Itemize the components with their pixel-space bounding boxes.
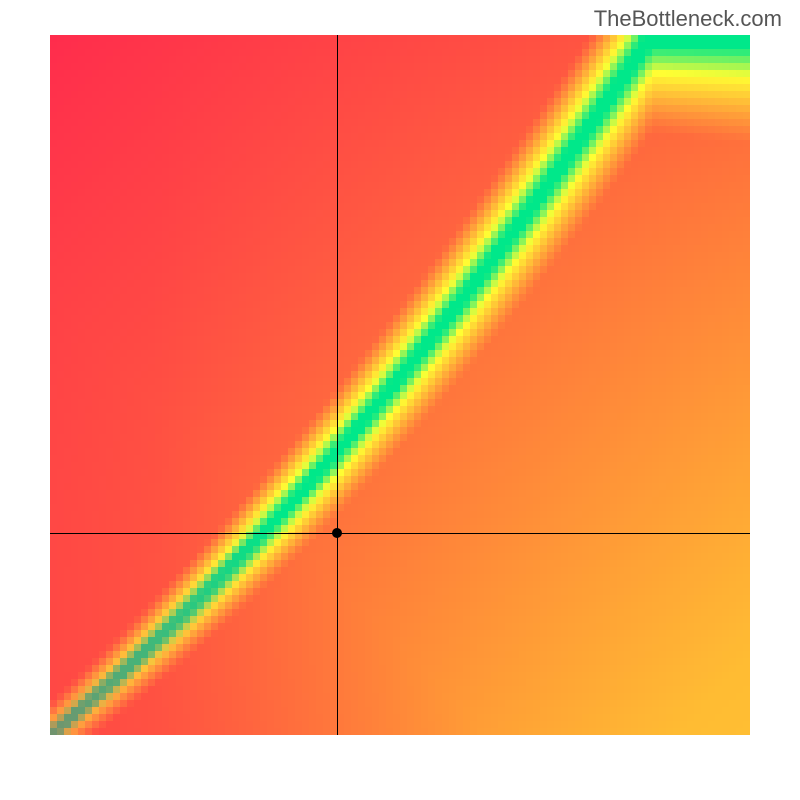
heatmap-canvas bbox=[50, 35, 750, 735]
watermark-text: TheBottleneck.com bbox=[594, 6, 782, 32]
chart-container: TheBottleneck.com bbox=[0, 0, 800, 800]
crosshair-horizontal bbox=[50, 533, 750, 534]
crosshair-vertical bbox=[337, 35, 338, 735]
plot-area bbox=[50, 35, 750, 735]
